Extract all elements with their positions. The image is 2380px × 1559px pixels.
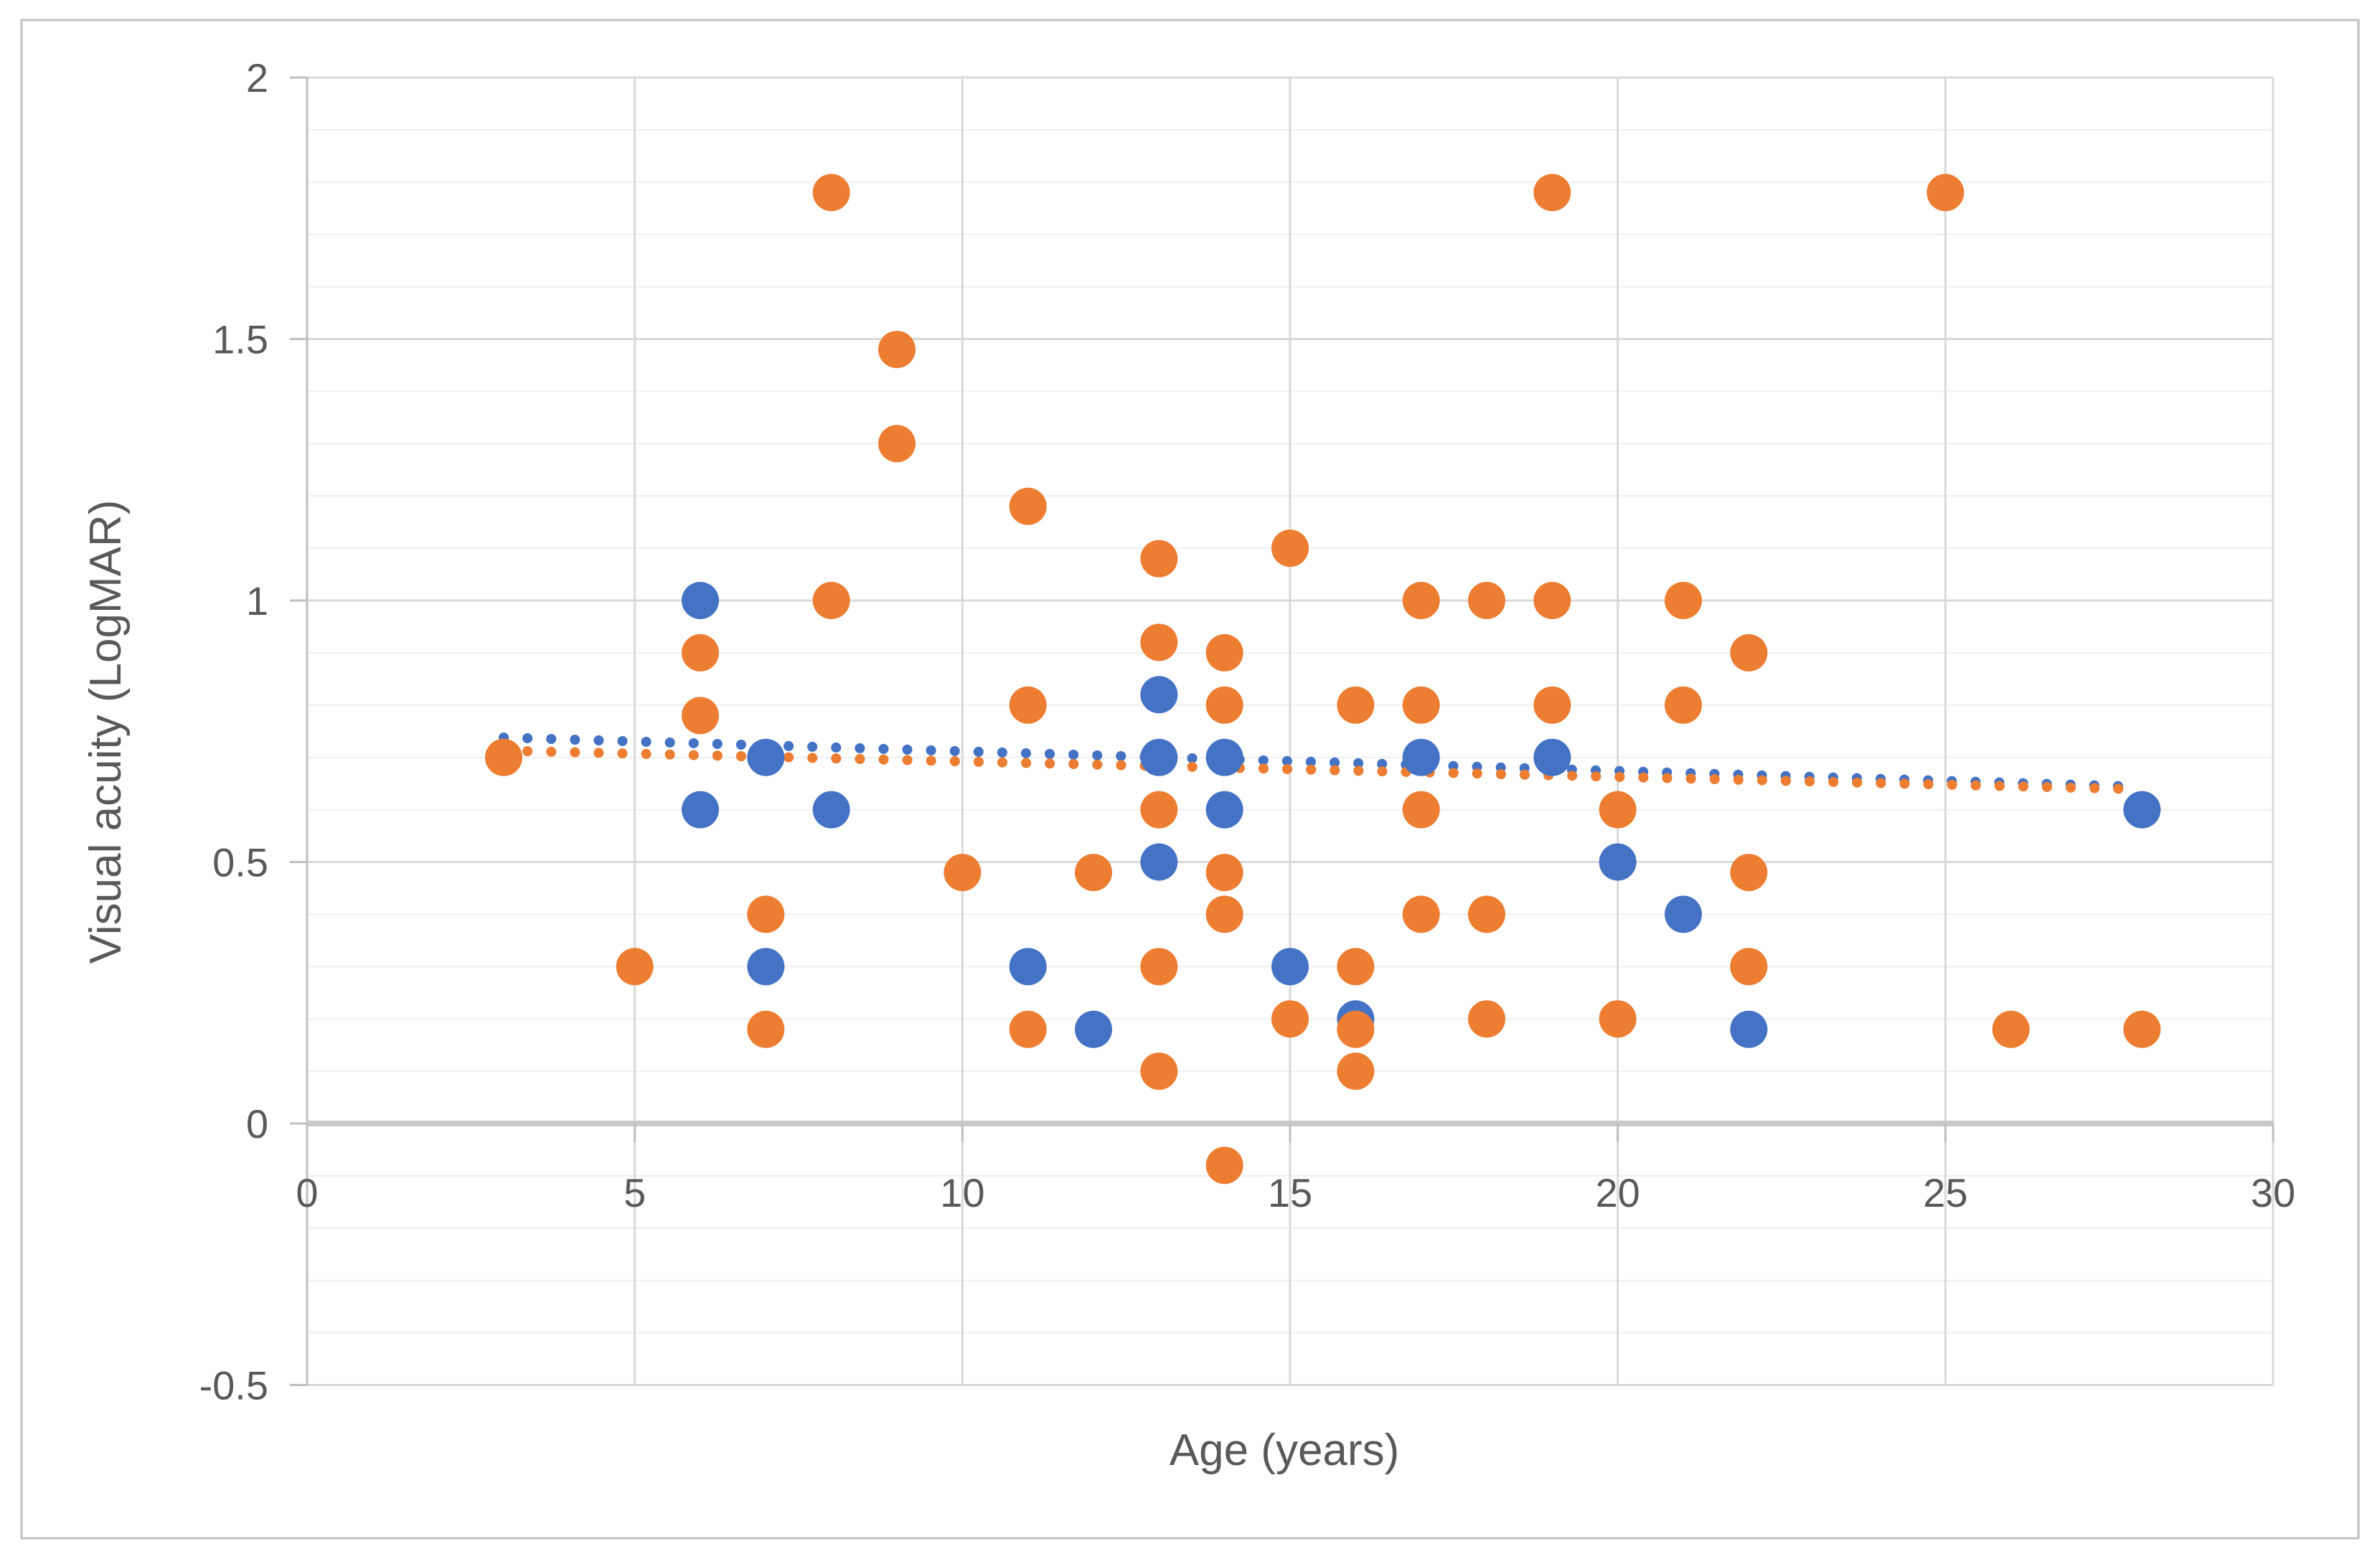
x-tick-label: 15 [1268, 1170, 1312, 1215]
y-tick-labels: -0.5 0 0.5 1 1.5 2 [199, 55, 269, 1408]
orange-series-point [1533, 686, 1571, 724]
orange-series-point [1140, 1052, 1178, 1091]
orange-series-point [1205, 895, 1243, 933]
orange-series-point [1140, 791, 1178, 829]
orange-series-point [1599, 1000, 1637, 1038]
x-tick-label: 30 [2251, 1170, 2295, 1215]
x-tick-label: 20 [1596, 1170, 1640, 1215]
orange-series-point [1927, 174, 1965, 212]
blue-series-point [1074, 1010, 1112, 1048]
orange-series-point [1140, 948, 1178, 986]
y-tick-label: 1.5 [212, 317, 268, 362]
blue-series-point [2123, 791, 2161, 829]
blue-series-point [1533, 738, 1571, 776]
data-points [484, 174, 2161, 1184]
orange-series-point [1337, 1010, 1375, 1048]
orange-series-point [1533, 582, 1571, 619]
orange-series-point [616, 948, 654, 986]
orange-series-point [812, 174, 850, 212]
blue-series-point [747, 948, 785, 986]
orange-series-point [1205, 634, 1243, 672]
orange-series-point [1205, 854, 1243, 892]
orange-series-point [747, 895, 785, 933]
orange-series-point [1205, 1146, 1243, 1184]
blue-series-point [1730, 1010, 1768, 1048]
orange-series-point [1009, 686, 1047, 724]
orange-series-point [1140, 623, 1178, 661]
orange-series-group [484, 174, 2161, 1184]
orange-series-point [1467, 582, 1505, 619]
blue-series-point [681, 582, 719, 619]
orange-series-point [1402, 582, 1440, 619]
orange-series-point [1009, 1010, 1047, 1048]
orange-series-point [681, 634, 719, 672]
orange-series-point [1337, 686, 1375, 724]
orange-series-point [1992, 1010, 2030, 1048]
blue-series-point [1271, 948, 1309, 986]
orange-series-point [812, 582, 850, 619]
x-tick-labels: 0 5 10 15 20 25 30 [296, 1170, 2295, 1215]
blue-series-point [1205, 738, 1243, 776]
y-tick-label: 2 [246, 55, 268, 100]
orange-series-point [747, 1010, 785, 1048]
orange-series-point [1402, 895, 1440, 933]
blue-series-point [1140, 843, 1178, 881]
blue-series-point [1140, 738, 1178, 776]
orange-series-point [1271, 529, 1309, 567]
blue-series-group [681, 582, 2161, 1048]
blue-series-point [1009, 948, 1047, 986]
orange-series-point [2123, 1010, 2161, 1048]
blue-series-point [1402, 738, 1440, 776]
orange-series-point [1730, 948, 1768, 986]
orange-series-point [1599, 791, 1637, 829]
x-tick-label: 25 [1923, 1170, 1967, 1215]
orange-series-point [1730, 634, 1768, 672]
orange-trendline [498, 745, 2127, 794]
blue-trendline [498, 732, 2127, 791]
x-tick-label: 5 [624, 1170, 646, 1215]
blue-series-point [1205, 791, 1243, 829]
orange-series-point [944, 854, 982, 892]
orange-series-point [1467, 895, 1505, 933]
y-axis-title: Visual acuity (LogMAR) [81, 500, 131, 964]
x-tick-label: 10 [940, 1170, 984, 1215]
tick-marks [290, 76, 2275, 1386]
orange-series-point [1271, 1000, 1309, 1038]
orange-series-point [1730, 854, 1768, 892]
orange-series-point [681, 697, 719, 735]
major-gridlines [307, 76, 2275, 1386]
y-tick-label: 0.5 [212, 840, 268, 885]
blue-series-point [1599, 843, 1637, 881]
orange-series-point [878, 425, 916, 463]
blue-series-point [681, 791, 719, 829]
x-tick-label: 0 [296, 1170, 318, 1215]
orange-series-point [1009, 487, 1047, 525]
y-tick-label: 0 [246, 1101, 268, 1146]
orange-series-point [1664, 582, 1702, 619]
orange-series-point [1337, 948, 1375, 986]
orange-series-point [1402, 791, 1440, 829]
blue-series-point [1664, 895, 1702, 933]
x-axis-title: Age (years) [1170, 1426, 1399, 1475]
orange-series-point [1664, 686, 1702, 724]
orange-series-point [484, 738, 522, 776]
orange-series-point [1205, 686, 1243, 724]
trendlines [498, 732, 2127, 794]
blue-series-point [812, 791, 850, 829]
orange-series-point [1467, 1000, 1505, 1038]
blue-series-point [747, 738, 785, 776]
blue-series-point [1140, 676, 1178, 714]
y-tick-label: -0.5 [199, 1363, 269, 1408]
orange-series-point [1533, 174, 1571, 212]
orange-series-point [1140, 540, 1178, 578]
orange-series-point [1337, 1052, 1375, 1091]
figure-border [20, 19, 2360, 1540]
orange-series-point [1074, 854, 1112, 892]
orange-series-point [1402, 686, 1440, 724]
y-tick-label: 1 [246, 578, 268, 623]
orange-series-point [878, 331, 916, 369]
